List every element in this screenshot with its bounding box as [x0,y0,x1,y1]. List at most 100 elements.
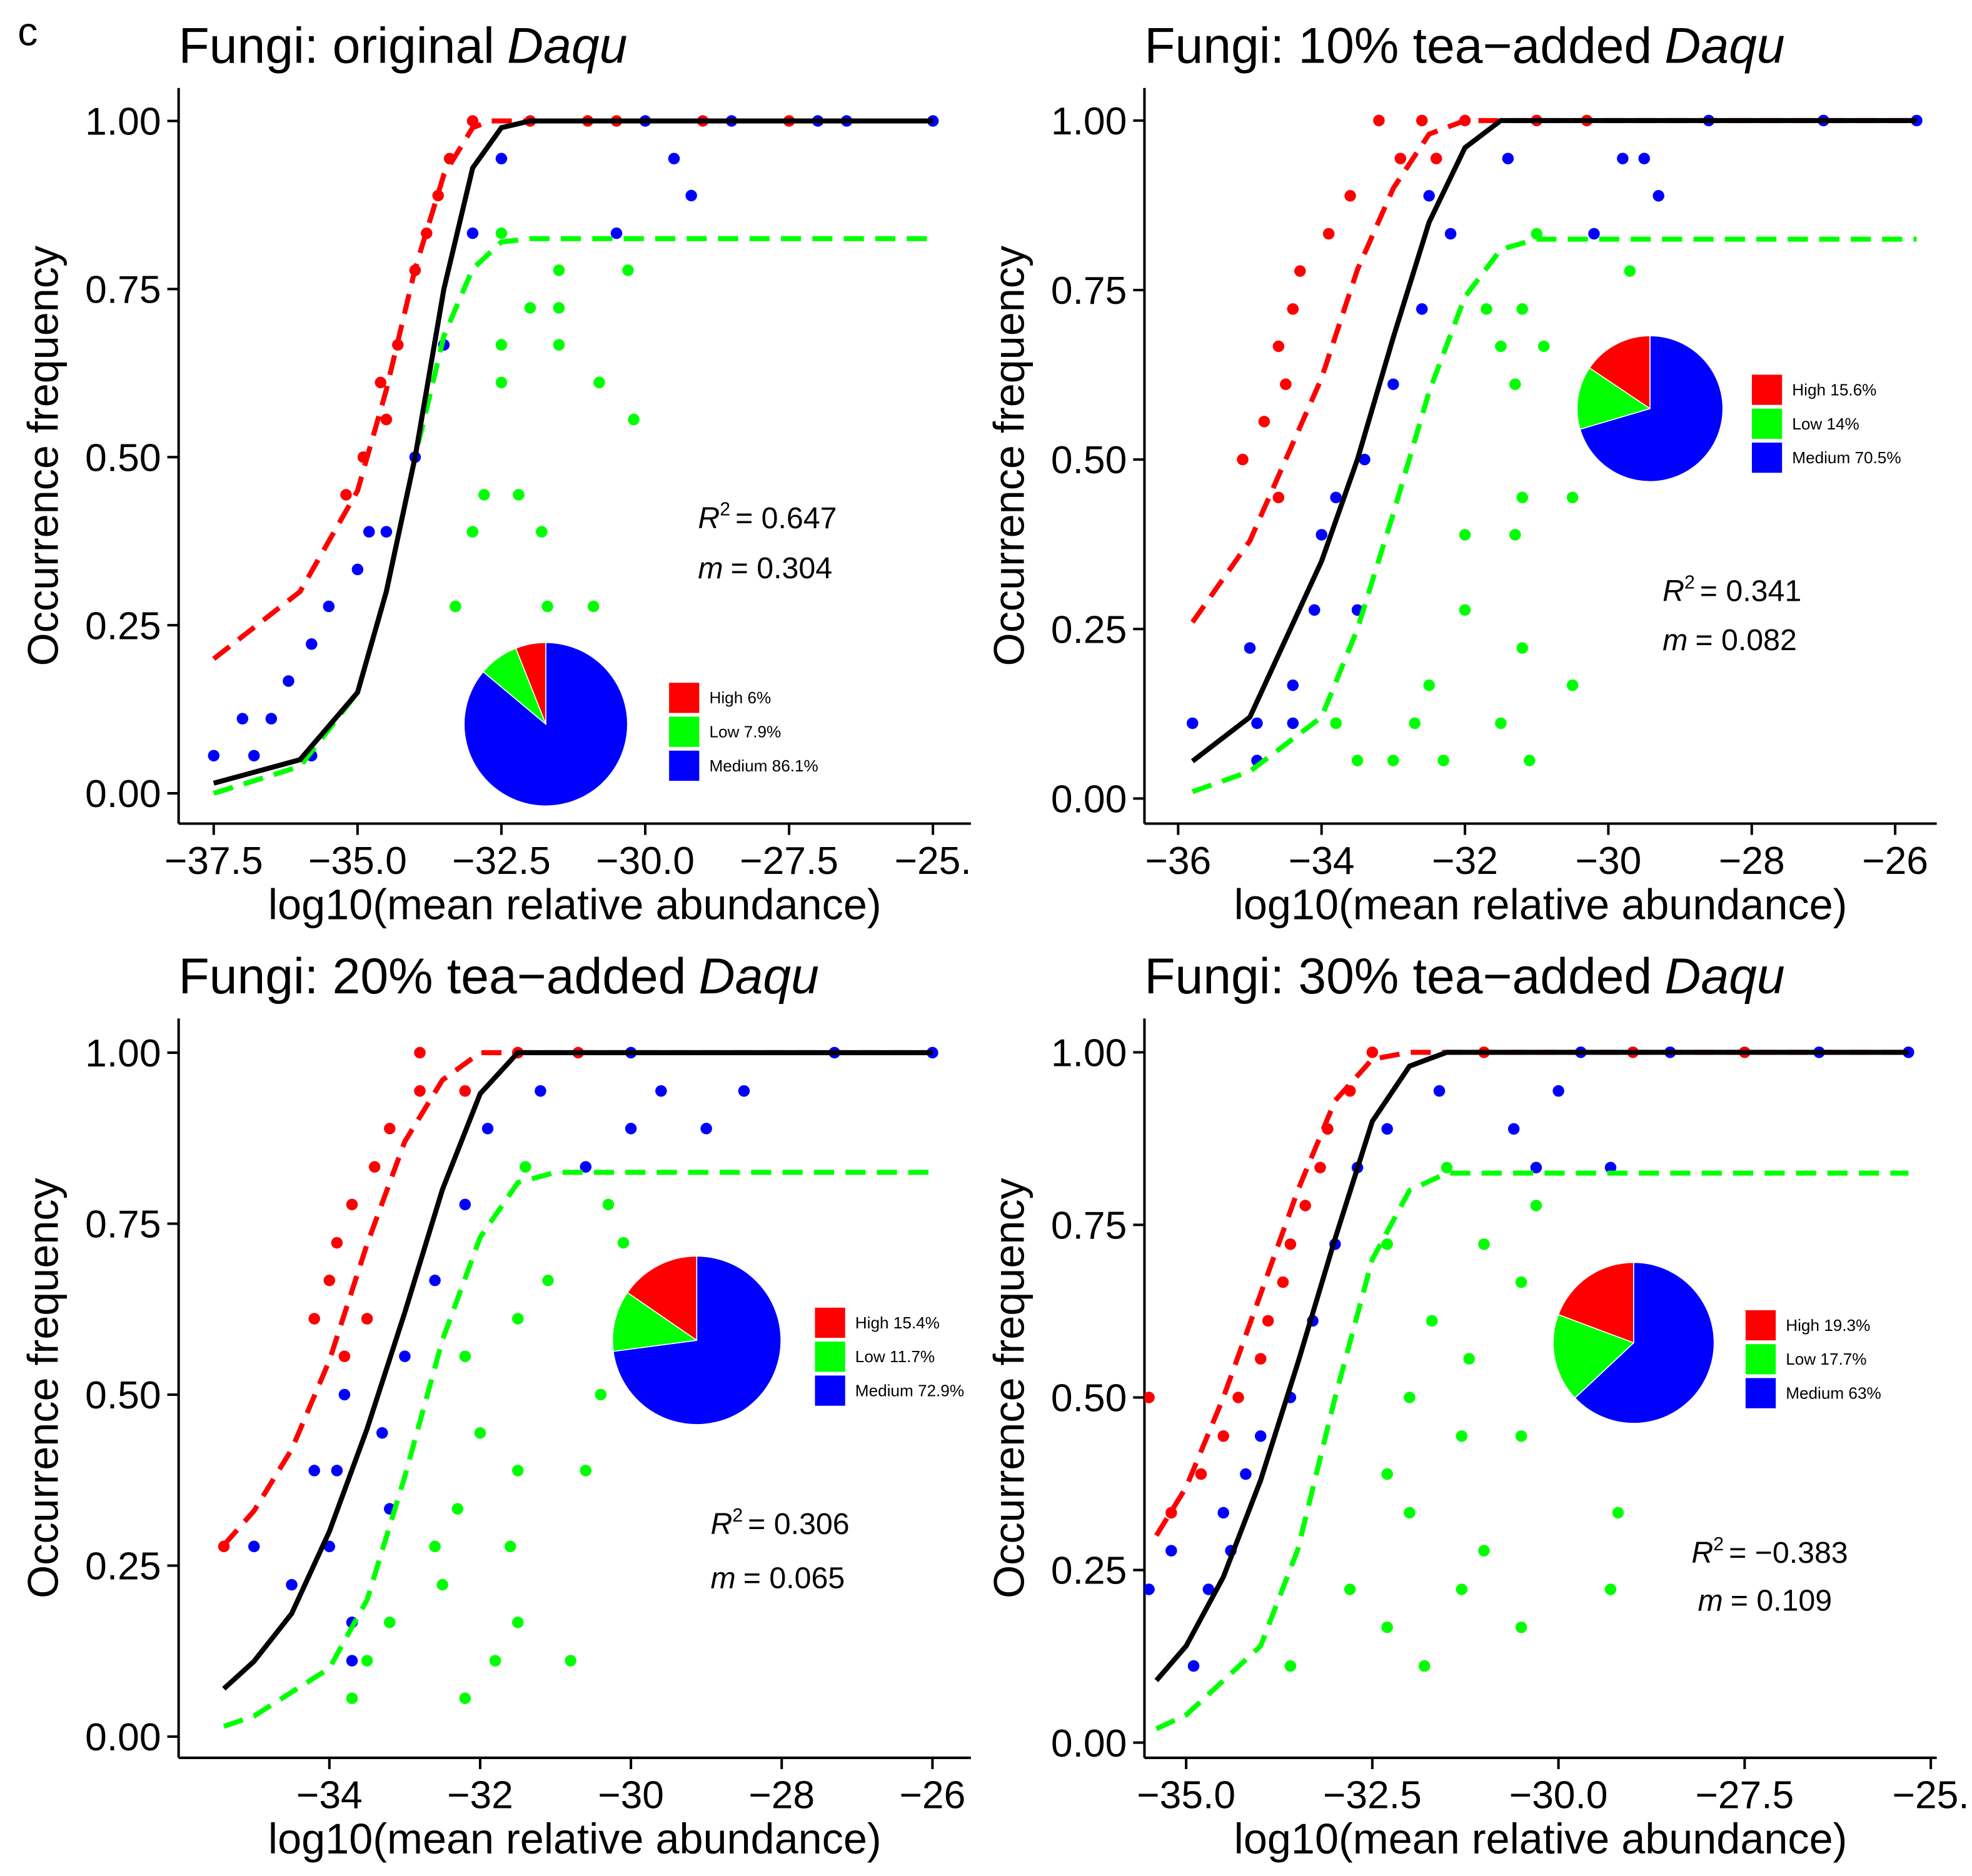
legend-label: Low 7.9% [709,723,781,741]
point [1624,265,1636,277]
point [1604,1161,1617,1174]
point [1509,378,1521,390]
point [536,526,548,538]
plot-area [1187,114,1923,795]
point [1299,1200,1311,1211]
point [323,1275,336,1287]
x-tick-label: −35.0 [1137,1773,1235,1817]
point [1254,1353,1267,1365]
point [459,1198,471,1211]
bound-line [1154,1050,1909,1537]
point [1284,1238,1297,1250]
point [308,1313,320,1325]
panel: Fungi: 20% tea−added Daqu 0.00 0.25 0.50 0.75… [20,948,971,1863]
point [617,1236,630,1249]
r-text: = 0.306 [748,1507,849,1541]
x-tick-label: −34 [296,1773,363,1817]
r-power: 2 [720,499,730,520]
x-tick-label: −30 [598,1773,664,1817]
point [1423,679,1435,691]
point [1531,228,1542,240]
slope: m = 0.082 [1663,623,1797,657]
point [1254,1430,1267,1442]
point [1232,1392,1244,1403]
y-tick-label: 0.50 [85,436,161,479]
point [580,1465,592,1477]
y-tick-label: 0.25 [85,1545,161,1588]
point [580,1161,592,1173]
point [1381,1123,1393,1135]
point [1217,1430,1229,1442]
point [384,1617,396,1628]
point [1437,755,1449,766]
point [1516,303,1529,315]
bound-line [212,118,933,661]
x-tick-label: −36 [1145,840,1211,883]
pie-slice [1557,1262,1634,1344]
legend-label: Medium 72.9% [855,1382,964,1400]
m-symbol: m [711,1561,736,1595]
slope: m = 0.065 [711,1561,845,1595]
point [1516,491,1529,504]
point [610,227,623,239]
point [1165,1507,1177,1519]
legend-label: High 6% [709,688,771,707]
y-tick-label: 0.00 [1051,778,1127,821]
y-tick-label: 0.75 [1051,269,1127,313]
point [595,1388,607,1401]
point [248,1540,260,1553]
legend-swatch [1751,374,1783,405]
pie-slice [612,1255,782,1425]
point [541,600,553,613]
legend-label: Medium 70.5% [1792,448,1901,467]
plot-area [218,1046,938,1729]
r-power: 2 [1713,1534,1724,1555]
point [553,339,565,351]
y-tick-label: 0.50 [85,1374,161,1417]
legend-label: High 19.3% [1786,1316,1870,1335]
x-tick-label: −28 [748,1773,815,1817]
point [524,302,536,314]
point [451,1503,464,1515]
r-symbol: R [1663,574,1684,608]
legend-swatch [1751,408,1783,439]
point [1387,755,1399,766]
point [380,413,393,426]
point [1351,755,1364,766]
point [363,526,375,538]
point [1330,491,1342,504]
legend-swatch [1745,1378,1776,1408]
bound-line [1190,118,1917,624]
point [1202,1583,1215,1595]
point [1314,1161,1326,1174]
point [1284,1660,1297,1672]
point [593,376,605,389]
point [481,1123,494,1135]
r-symbol: R [698,501,720,535]
y-tick-label: 0.00 [1051,1722,1127,1765]
y-tick-label: 0.75 [85,269,161,312]
x-tick-label: −32.5 [1323,1773,1422,1817]
y-tick-label: 0.00 [85,773,161,816]
point [323,600,335,613]
point [565,1655,576,1667]
point [1478,1545,1490,1557]
point [1144,1392,1155,1403]
point [1495,340,1507,353]
legend-swatch [1745,1310,1776,1341]
point [1165,1545,1177,1557]
point [286,1578,298,1591]
r-symbol: R [1691,1536,1713,1570]
point [208,750,220,762]
x-tick-label: −27.5 [740,840,838,883]
y-tick-label: 0.00 [85,1716,161,1759]
point [346,1198,358,1211]
title-italic: Daqu [1664,18,1784,74]
point [1456,1583,1468,1595]
point [1423,189,1435,202]
point [466,526,479,538]
point [1187,1660,1200,1672]
point [1507,1123,1520,1135]
point [1416,114,1428,127]
legend-swatch [669,683,700,713]
